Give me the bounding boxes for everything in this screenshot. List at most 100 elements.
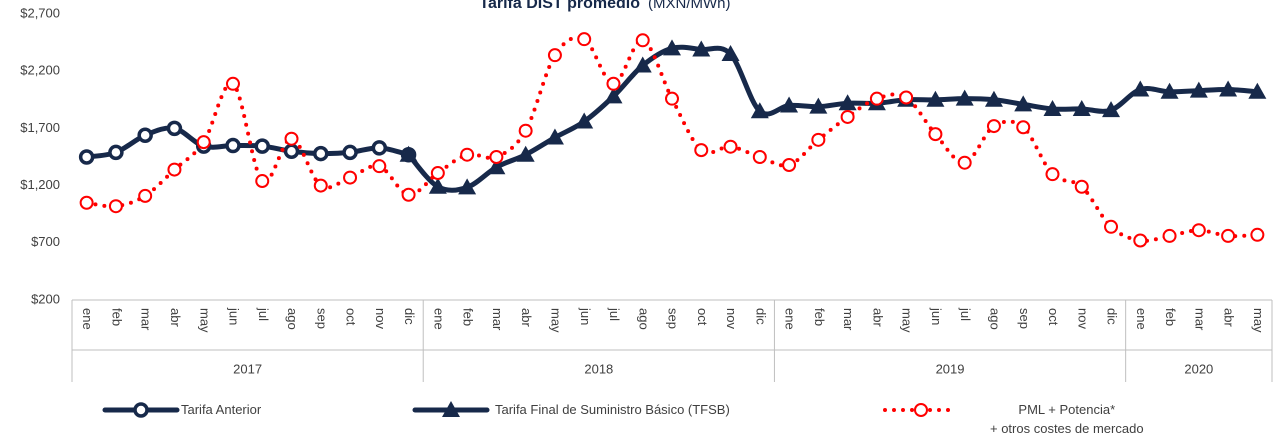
chart-title: Tarifa DIST promedio xyxy=(479,0,640,12)
legend-label: Tarifa Anterior xyxy=(181,402,262,417)
x-tick-label: ene xyxy=(783,308,798,330)
x-tick-label: dic xyxy=(1105,308,1120,325)
x-tick-label: abr xyxy=(168,308,183,327)
x-tick-label: sep xyxy=(314,308,329,329)
triangle-marker xyxy=(1219,80,1238,97)
circle-marker xyxy=(430,166,445,181)
circle-marker xyxy=(343,170,358,185)
x-tick-label: nov xyxy=(724,308,739,329)
y-tick-label: $2,700 xyxy=(20,5,60,20)
circle-marker xyxy=(635,33,650,48)
circle-marker xyxy=(1104,219,1119,234)
x-tick-label: jul xyxy=(607,307,622,321)
circle-marker xyxy=(371,140,388,156)
triangle-marker xyxy=(1102,101,1121,118)
x-tick-label: abr xyxy=(870,308,885,327)
circle-marker xyxy=(460,147,475,162)
circle-marker xyxy=(225,137,241,154)
circle-marker xyxy=(284,131,299,146)
x-tick-label: sep xyxy=(666,308,681,329)
circle-marker xyxy=(1133,233,1148,248)
x-tick-label: feb xyxy=(109,308,124,326)
circle-marker xyxy=(665,91,679,106)
circle-marker xyxy=(1016,120,1031,135)
circle-marker xyxy=(694,143,709,158)
circle-marker xyxy=(840,109,855,124)
x-group-label: 2017 xyxy=(233,361,262,376)
circle-marker xyxy=(1191,223,1206,238)
circle-marker xyxy=(811,132,826,147)
circle-marker xyxy=(518,123,533,138)
x-tick-label: ene xyxy=(80,308,95,330)
x-tick-label: feb xyxy=(812,308,827,326)
legend-label: Tarifa Final de Suministro Básico (TFSB) xyxy=(495,402,730,417)
x-tick-label: dic xyxy=(402,308,417,325)
circle-marker xyxy=(957,155,972,170)
x-group-label: 2018 xyxy=(584,361,613,376)
triangle-marker xyxy=(1248,82,1267,99)
x-tick-label: ago xyxy=(285,308,300,330)
circle-marker xyxy=(225,76,240,91)
x-tick-label: jun xyxy=(227,307,242,325)
circle-marker xyxy=(1162,228,1177,243)
triangle-marker xyxy=(750,102,769,119)
circle-marker xyxy=(1045,167,1060,182)
circle-marker xyxy=(313,145,329,162)
triangle-marker xyxy=(1160,82,1179,99)
circle-marker xyxy=(899,90,914,105)
circle-marker xyxy=(342,144,358,161)
circle-marker xyxy=(313,178,328,193)
x-tick-label: feb xyxy=(1163,308,1178,326)
x-tick-label: ene xyxy=(431,308,446,330)
triangle-marker xyxy=(780,96,799,113)
circle-marker xyxy=(869,91,884,106)
x-tick-label: may xyxy=(548,308,563,333)
triangle-marker xyxy=(663,39,681,56)
x-tick-label: mar xyxy=(139,308,154,331)
circle-marker xyxy=(138,188,153,203)
legend-label: PML + Potencia* + otros costes de mercad… xyxy=(990,402,1144,436)
triangle-marker xyxy=(545,128,564,145)
circle-marker xyxy=(372,159,387,174)
x-tick-label: ago xyxy=(636,308,651,330)
circle-marker xyxy=(137,127,153,144)
x-tick-label: sep xyxy=(1017,308,1032,329)
circle-marker xyxy=(108,144,124,161)
triangle-marker xyxy=(458,178,477,195)
x-group-label: 2020 xyxy=(1184,361,1213,376)
triangle-marker xyxy=(1043,99,1062,116)
circle-marker xyxy=(1074,179,1089,194)
x-tick-label: nov xyxy=(373,308,388,329)
circle-marker xyxy=(283,143,300,160)
triangle-marker xyxy=(633,56,652,73)
circle-marker xyxy=(782,158,797,173)
y-tick-label: $700 xyxy=(31,234,60,249)
x-group-label: 2019 xyxy=(936,361,965,376)
triangle-marker xyxy=(487,158,506,175)
circle-marker xyxy=(133,402,149,418)
x-tick-label: mar xyxy=(841,308,856,331)
triangle-marker xyxy=(604,87,623,104)
x-tick-label: jun xyxy=(578,307,593,325)
triangle-marker xyxy=(575,112,594,129)
triangle-marker xyxy=(1072,99,1091,116)
x-tick-label: may xyxy=(900,308,915,333)
x-tick-label: ago xyxy=(988,308,1003,330)
circle-marker xyxy=(254,138,270,154)
circle-marker xyxy=(401,187,416,202)
triangle-marker xyxy=(399,145,418,162)
x-tick-label: abr xyxy=(519,308,534,327)
x-tick-label: abr xyxy=(1222,308,1237,327)
triangle-marker xyxy=(1131,80,1150,97)
triangle-marker xyxy=(984,90,1003,107)
triangle-marker xyxy=(442,401,460,417)
triangle-marker xyxy=(1014,95,1033,112)
y-tick-label: $2,200 xyxy=(20,63,60,78)
circle-marker xyxy=(108,199,123,214)
circle-marker xyxy=(78,149,95,165)
x-tick-label: oct xyxy=(695,308,710,326)
x-tick-label: may xyxy=(1251,308,1266,333)
circle-marker xyxy=(577,32,592,47)
